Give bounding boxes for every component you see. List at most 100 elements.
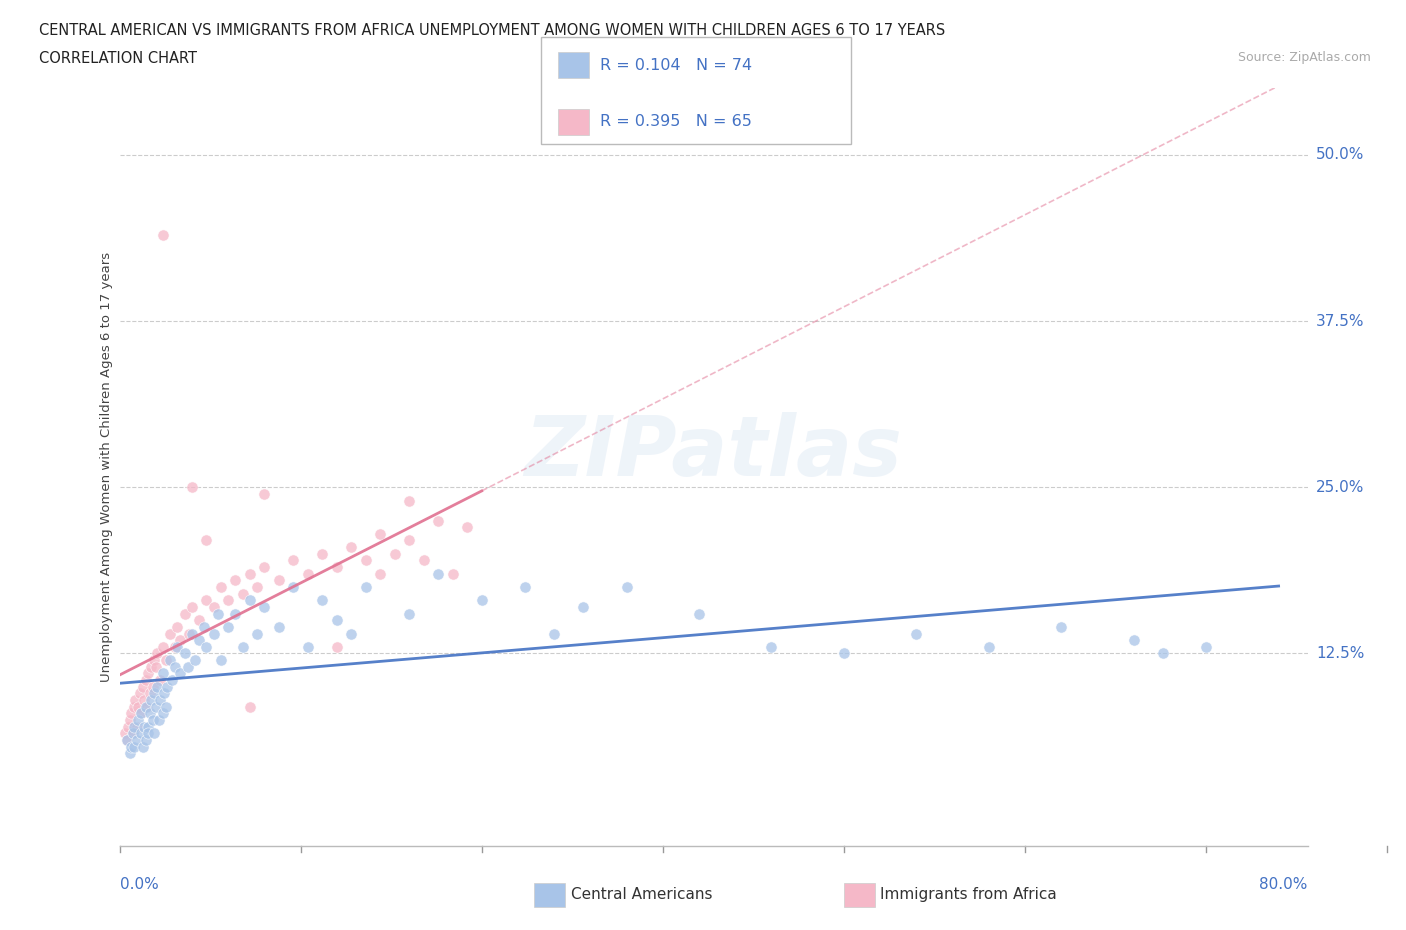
Point bbox=[1152, 646, 1174, 661]
Text: Immigrants from Africa: Immigrants from Africa bbox=[880, 887, 1057, 902]
Point bbox=[122, 719, 145, 734]
Point bbox=[143, 725, 166, 740]
Point bbox=[239, 566, 262, 581]
Point bbox=[543, 626, 565, 641]
Point bbox=[572, 600, 595, 615]
Point bbox=[188, 632, 211, 647]
Point bbox=[202, 600, 225, 615]
Point bbox=[117, 719, 139, 734]
Point bbox=[217, 592, 239, 607]
Text: R = 0.395   N = 65: R = 0.395 N = 65 bbox=[600, 114, 752, 129]
Point bbox=[181, 600, 204, 615]
Text: 25.0%: 25.0% bbox=[1316, 480, 1364, 495]
Point bbox=[326, 613, 349, 628]
Point bbox=[209, 653, 232, 668]
Point bbox=[177, 626, 200, 641]
Point bbox=[166, 640, 188, 655]
Point bbox=[326, 560, 349, 575]
Text: 0.0%: 0.0% bbox=[120, 877, 159, 892]
Point bbox=[456, 520, 478, 535]
Text: Central Americans: Central Americans bbox=[571, 887, 713, 902]
Point bbox=[253, 560, 276, 575]
Point bbox=[283, 553, 305, 568]
Point bbox=[202, 626, 225, 641]
Point bbox=[616, 579, 638, 594]
Text: 37.5%: 37.5% bbox=[1316, 313, 1364, 328]
Point bbox=[195, 640, 218, 655]
Point bbox=[166, 619, 188, 634]
Point bbox=[152, 640, 174, 655]
Point bbox=[368, 526, 391, 541]
Point bbox=[152, 227, 174, 242]
Point bbox=[142, 712, 165, 727]
Point bbox=[368, 566, 391, 581]
Point bbox=[136, 699, 159, 714]
Text: 50.0%: 50.0% bbox=[1316, 147, 1364, 163]
Point bbox=[129, 706, 152, 721]
Point bbox=[384, 546, 406, 561]
Point bbox=[152, 706, 174, 721]
Point bbox=[138, 666, 160, 681]
Point bbox=[1050, 619, 1073, 634]
Point bbox=[145, 659, 167, 674]
Point bbox=[253, 600, 276, 615]
Point bbox=[688, 606, 710, 621]
Point bbox=[122, 739, 145, 754]
Point bbox=[1122, 632, 1144, 647]
Point bbox=[193, 619, 215, 634]
Point bbox=[148, 712, 170, 727]
Point bbox=[169, 632, 191, 647]
Point bbox=[471, 592, 494, 607]
Point bbox=[121, 725, 143, 740]
Point bbox=[163, 659, 186, 674]
Point bbox=[267, 619, 290, 634]
Point bbox=[441, 566, 464, 581]
Text: 80.0%: 80.0% bbox=[1260, 877, 1308, 892]
Point bbox=[267, 573, 290, 588]
Text: CENTRAL AMERICAN VS IMMIGRANTS FROM AFRICA UNEMPLOYMENT AMONG WOMEN WITH CHILDRE: CENTRAL AMERICAN VS IMMIGRANTS FROM AFRI… bbox=[39, 23, 946, 38]
Point bbox=[131, 739, 153, 754]
Point bbox=[127, 699, 149, 714]
Text: R = 0.104   N = 74: R = 0.104 N = 74 bbox=[600, 58, 752, 73]
Point bbox=[169, 666, 191, 681]
Point bbox=[163, 640, 186, 655]
Point bbox=[184, 653, 207, 668]
Point bbox=[120, 739, 142, 754]
Point bbox=[224, 606, 246, 621]
Point bbox=[143, 653, 166, 668]
Point bbox=[114, 725, 136, 740]
Point bbox=[129, 725, 152, 740]
Point bbox=[160, 672, 183, 687]
Point bbox=[173, 646, 195, 661]
Point bbox=[412, 553, 434, 568]
Point bbox=[129, 706, 152, 721]
Point bbox=[138, 719, 160, 734]
Point bbox=[128, 686, 150, 701]
Point bbox=[209, 579, 232, 594]
Point bbox=[138, 725, 160, 740]
Point bbox=[121, 725, 143, 740]
Point bbox=[149, 672, 172, 687]
Point bbox=[246, 579, 269, 594]
Point bbox=[354, 579, 377, 594]
Point bbox=[427, 513, 450, 528]
Point bbox=[134, 719, 156, 734]
Point bbox=[146, 646, 169, 661]
Point bbox=[207, 606, 229, 621]
Point bbox=[135, 672, 157, 687]
Point bbox=[224, 573, 246, 588]
Point bbox=[135, 699, 157, 714]
Point bbox=[141, 659, 163, 674]
Point bbox=[159, 653, 181, 668]
Point bbox=[232, 640, 254, 655]
Point bbox=[155, 699, 177, 714]
Point bbox=[115, 733, 138, 748]
Point bbox=[143, 686, 166, 701]
Point bbox=[139, 686, 162, 701]
Point bbox=[134, 693, 156, 708]
Point bbox=[977, 640, 1000, 655]
Point bbox=[127, 712, 149, 727]
Point bbox=[905, 626, 928, 641]
Text: ZIPatlas: ZIPatlas bbox=[524, 412, 903, 493]
Point bbox=[832, 646, 855, 661]
